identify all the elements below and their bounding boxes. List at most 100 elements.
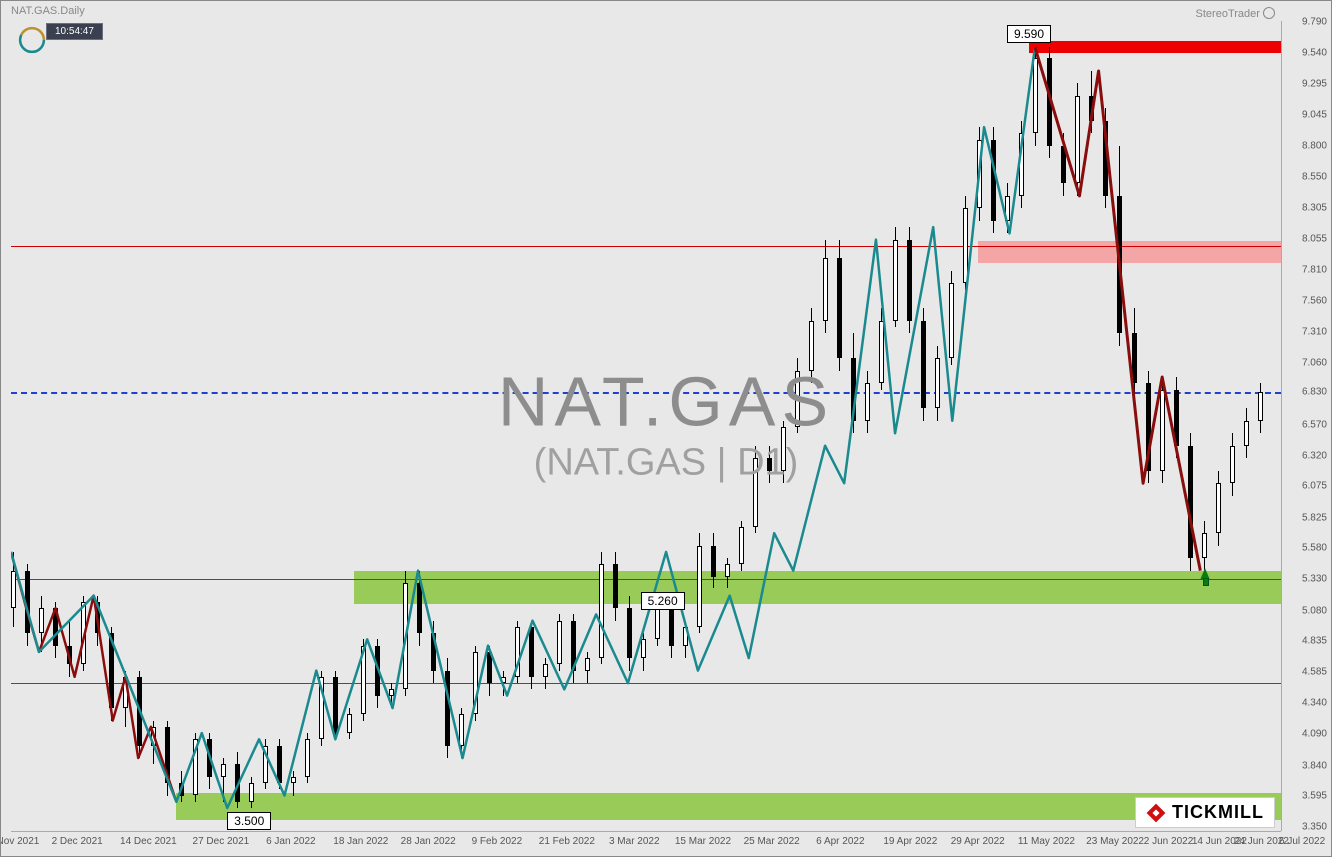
candle — [1132, 308, 1137, 395]
candle — [963, 196, 968, 290]
y-tick: 8.800 — [1302, 140, 1327, 151]
candle — [305, 733, 310, 783]
candle — [277, 739, 282, 789]
zigzag-overlay — [11, 21, 1283, 833]
candle — [1216, 471, 1221, 546]
candle — [557, 614, 562, 670]
candle — [81, 596, 86, 671]
candle — [991, 127, 996, 233]
candle — [837, 240, 842, 371]
y-tick: 7.310 — [1302, 327, 1327, 338]
candle — [445, 658, 450, 758]
candle — [375, 639, 380, 708]
candle — [123, 671, 128, 727]
candle — [403, 571, 408, 696]
y-tick: 4.585 — [1302, 667, 1327, 678]
x-tick: 6 Jul 2022 — [1279, 836, 1325, 847]
tickmill-logo: TICKMILL — [1135, 797, 1275, 828]
level-line — [11, 683, 1281, 684]
x-tick: 6 Jan 2022 — [266, 836, 316, 847]
candle — [879, 308, 884, 389]
candle — [977, 127, 982, 221]
x-tick: 27 Dec 2021 — [193, 836, 250, 847]
candle — [1047, 47, 1052, 158]
candle — [711, 533, 716, 588]
y-tick: 3.840 — [1302, 760, 1327, 771]
candle — [1258, 383, 1263, 433]
candle — [571, 614, 576, 683]
x-tick: 15 Mar 2022 — [675, 836, 731, 847]
support-zone — [354, 571, 1281, 605]
x-tick: 2 Dec 2021 — [52, 836, 103, 847]
candle — [1188, 433, 1193, 570]
candle — [739, 521, 744, 571]
x-tick: 28 Jan 2022 — [401, 836, 456, 847]
y-tick: 4.090 — [1302, 729, 1327, 740]
candle — [1061, 133, 1066, 195]
candle — [627, 596, 632, 671]
candle — [809, 308, 814, 383]
candle — [1160, 377, 1165, 483]
y-tick: 4.340 — [1302, 698, 1327, 709]
resistance-zone — [978, 241, 1281, 263]
candle — [1033, 47, 1038, 146]
x-tick: 11 May 2022 — [1018, 836, 1075, 847]
y-tick: 6.075 — [1302, 481, 1327, 492]
y-tick: 7.060 — [1302, 358, 1327, 369]
y-tick: 4.835 — [1302, 636, 1327, 647]
candle — [361, 639, 366, 720]
candle — [11, 552, 16, 627]
candle — [949, 271, 954, 365]
candle — [417, 571, 422, 646]
candle — [1174, 377, 1179, 458]
candle — [1103, 108, 1108, 208]
x-tick: 18 Jan 2022 — [333, 836, 388, 847]
price-annotation: 9.590 — [1007, 25, 1051, 43]
candle — [165, 721, 170, 796]
candle — [333, 671, 338, 740]
candle — [347, 708, 352, 739]
candle — [781, 421, 786, 483]
candle — [67, 621, 72, 677]
candle — [487, 646, 492, 696]
level-line — [11, 392, 1281, 394]
level-line — [11, 246, 1281, 247]
brand-label: StereoTrader — [1196, 5, 1275, 20]
y-tick: 9.540 — [1302, 48, 1327, 59]
candle — [599, 552, 604, 664]
candle — [459, 708, 464, 758]
candle — [613, 552, 618, 621]
candle — [207, 733, 212, 789]
candle — [1146, 371, 1151, 483]
candle — [529, 621, 534, 690]
x-tick: 9 Feb 2022 — [472, 836, 523, 847]
x-tick: 6 Apr 2022 — [816, 836, 864, 847]
candle — [683, 621, 688, 658]
smiley-icon — [1263, 7, 1275, 19]
candle — [473, 646, 478, 721]
candle — [95, 596, 100, 646]
y-tick: 5.330 — [1302, 574, 1327, 585]
candle — [53, 602, 58, 658]
candle — [291, 771, 296, 796]
candle — [641, 633, 646, 670]
y-tick: 7.810 — [1302, 264, 1327, 275]
candle — [1005, 183, 1010, 233]
candle — [1075, 83, 1080, 195]
y-tick: 5.580 — [1302, 543, 1327, 554]
candle — [1019, 121, 1024, 208]
candle — [501, 671, 506, 696]
support-zone — [176, 793, 1281, 820]
candle — [795, 358, 800, 433]
y-tick: 7.560 — [1302, 295, 1327, 306]
candle — [515, 621, 520, 683]
candle — [1244, 408, 1249, 458]
x-tick: 23 May 2022 — [1086, 836, 1144, 847]
y-tick: 5.080 — [1302, 605, 1327, 616]
plot-area[interactable]: 8.0005.3304.5006.8309.5905.2603.500 — [11, 21, 1281, 831]
candle — [109, 627, 114, 721]
x-tick: 25 Mar 2022 — [744, 836, 800, 847]
candle — [767, 446, 772, 483]
candle — [893, 227, 898, 327]
candle — [585, 652, 590, 683]
